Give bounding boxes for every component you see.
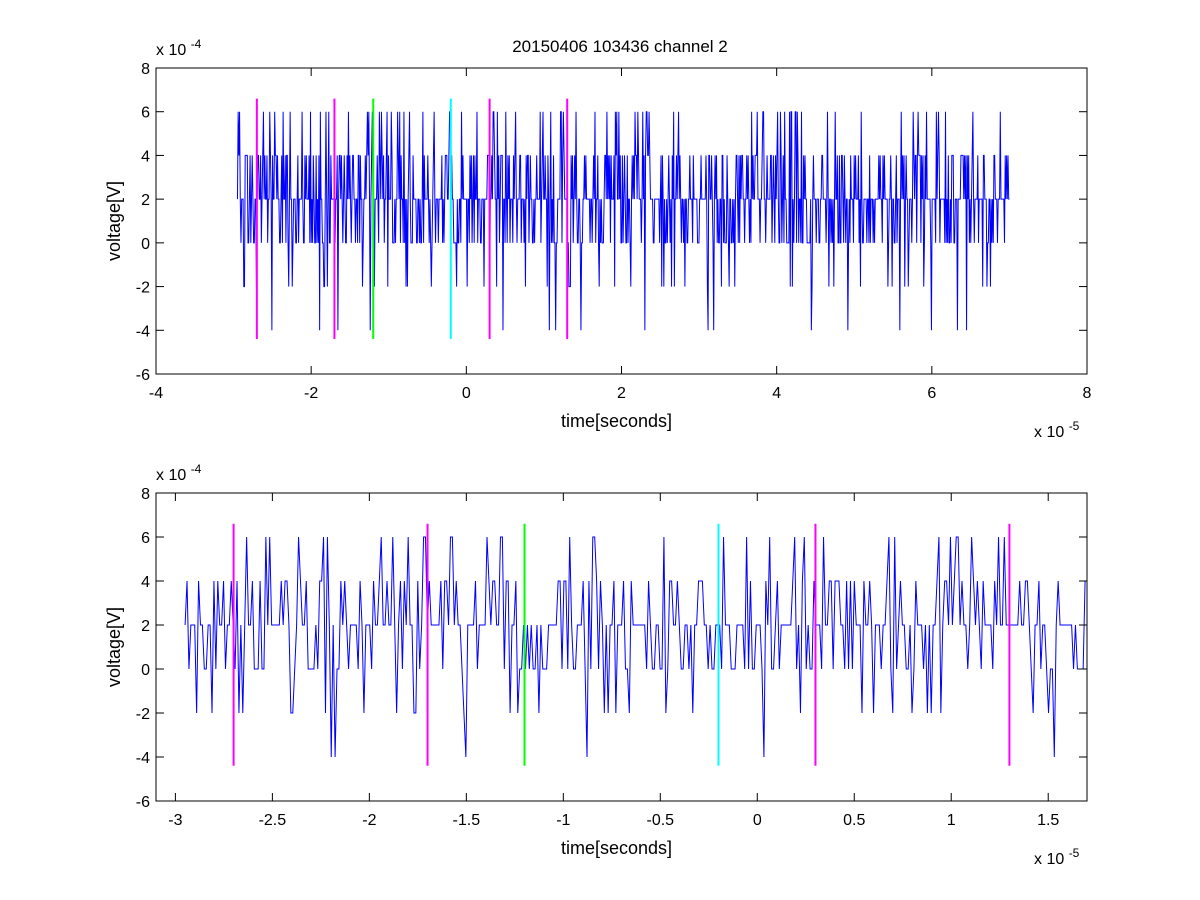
x-tick-label: 0.5 xyxy=(843,812,865,829)
y-tick-label: 2 xyxy=(141,192,150,209)
x-tick-label: -2 xyxy=(304,385,318,402)
y-tick-label: -4 xyxy=(136,323,150,340)
y-tick-label: -6 xyxy=(136,794,150,811)
x-tick-label: -1 xyxy=(556,812,570,829)
axes-box xyxy=(155,492,1088,802)
x-tick-label: -3 xyxy=(168,812,182,829)
x-tick-label: 4 xyxy=(772,385,781,402)
x-tick-label: 0 xyxy=(462,385,471,402)
x-tick-label: -0.5 xyxy=(647,812,675,829)
x-exponent-power: -5 xyxy=(1069,419,1080,433)
x-tick-label: 8 xyxy=(1083,385,1092,402)
y-tick-label: -2 xyxy=(136,706,150,723)
y-axis-label: voltage[V] xyxy=(104,607,124,687)
y-tick-label: -2 xyxy=(136,280,150,297)
y-exponent-label: x 10 -4 xyxy=(156,462,202,484)
figure-title: 20150406 103436 channel 2 xyxy=(512,37,728,56)
y-tick-label: 6 xyxy=(141,105,150,122)
x-tick-label: 0 xyxy=(753,812,762,829)
y-tick-label: 2 xyxy=(141,618,150,635)
x-exponent-label: x 10 -5 xyxy=(1034,846,1080,868)
y-exponent-label: x 10 -4 xyxy=(156,37,202,59)
top-plot: -4 -2 0 2 4 6 8-6-4-202468time[seconds]voltage… xyxy=(104,37,1092,441)
y-axis-label: voltage[V] xyxy=(104,181,124,261)
y-tick-label: 0 xyxy=(141,236,150,253)
x-tick-label: -4 xyxy=(149,385,163,402)
y-tick-label: 4 xyxy=(141,148,150,165)
y-tick-label: 0 xyxy=(141,662,150,679)
y-tick-label: 8 xyxy=(141,486,150,503)
signal-line xyxy=(184,536,1087,758)
y-tick-label: 6 xyxy=(141,530,150,547)
y-tick-label: 8 xyxy=(141,61,150,78)
x-tick-label: 2 xyxy=(617,385,626,402)
x-tick-label: 6 xyxy=(927,385,936,402)
y-exponent-power: -4 xyxy=(191,462,202,476)
y-tick-label: -6 xyxy=(136,367,150,384)
y-tick-label: 4 xyxy=(141,574,150,591)
x-tick-label: 1.5 xyxy=(1037,812,1059,829)
x-axis-label: time[seconds] xyxy=(561,838,672,858)
y-exponent-power: -4 xyxy=(191,37,202,51)
x-exponent-power: -5 xyxy=(1069,846,1080,860)
y-tick-label: -4 xyxy=(136,750,150,767)
x-tick-label: 1 xyxy=(947,812,956,829)
bottom-plot: -3 -2.5 -2 -1.5 -1 -0.5 0 0.5 1 1.5 -6 -4 -2 0 2 4 6 8 tim… xyxy=(104,462,1088,868)
x-tick-label: -1.5 xyxy=(453,812,481,829)
x-axis-label: time[seconds] xyxy=(561,411,672,431)
signal-line xyxy=(236,111,1010,331)
x-tick-label: -2.5 xyxy=(259,812,287,829)
x-tick-label: -2 xyxy=(362,812,376,829)
x-exponent-label: x 10 -5 xyxy=(1034,419,1080,441)
